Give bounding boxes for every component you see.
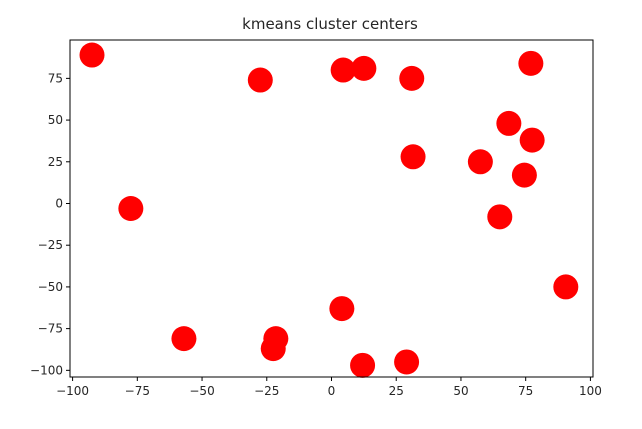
x-tick-label: 50 bbox=[453, 384, 468, 398]
data-point-9 bbox=[400, 144, 426, 170]
x-tick-label: −25 bbox=[254, 384, 279, 398]
y-tick-label: −50 bbox=[38, 280, 63, 294]
y-tick-label: −75 bbox=[38, 322, 63, 336]
y-tick-label: 25 bbox=[48, 155, 63, 169]
data-point-16 bbox=[171, 326, 197, 352]
axes: −100 −75 −50 −25 0 25 50 75 100 −100 −75 −50 −25 0 25 5… bbox=[30, 39, 602, 398]
data-point-14 bbox=[553, 274, 579, 300]
data-point-19 bbox=[350, 352, 376, 378]
data-point-12 bbox=[118, 196, 144, 221]
y-tick-label: −25 bbox=[38, 238, 63, 252]
x-tick-label: 75 bbox=[518, 384, 533, 398]
data-point-13 bbox=[487, 204, 513, 230]
chart-title: kmeans cluster centers bbox=[242, 15, 418, 33]
data-point-10 bbox=[467, 149, 493, 175]
x-tick-label: −75 bbox=[125, 384, 150, 398]
data-point-20 bbox=[394, 349, 420, 375]
y-tick-label: 0 bbox=[55, 196, 63, 210]
data-point-8 bbox=[519, 127, 545, 153]
x-tick-label: 0 bbox=[328, 384, 336, 398]
data-point-2 bbox=[247, 67, 273, 93]
points-layer bbox=[79, 42, 579, 378]
x-tick-label: −50 bbox=[189, 384, 214, 398]
data-point-5 bbox=[399, 65, 425, 91]
y-tick-label: −100 bbox=[30, 363, 63, 377]
x-tick-label: 100 bbox=[579, 384, 602, 398]
data-point-7 bbox=[496, 110, 522, 136]
data-point-1 bbox=[79, 42, 105, 68]
data-point-11 bbox=[511, 162, 537, 188]
x-tick-label: 25 bbox=[389, 384, 404, 398]
y-tick-label: 50 bbox=[48, 113, 63, 127]
x-tick-label: −100 bbox=[56, 384, 89, 398]
data-point-18 bbox=[260, 336, 286, 362]
y-tick-label: 75 bbox=[48, 71, 63, 85]
data-point-4 bbox=[351, 55, 377, 81]
data-point-6 bbox=[518, 50, 544, 76]
data-point-3 bbox=[330, 57, 356, 83]
data-point-15 bbox=[329, 296, 355, 322]
